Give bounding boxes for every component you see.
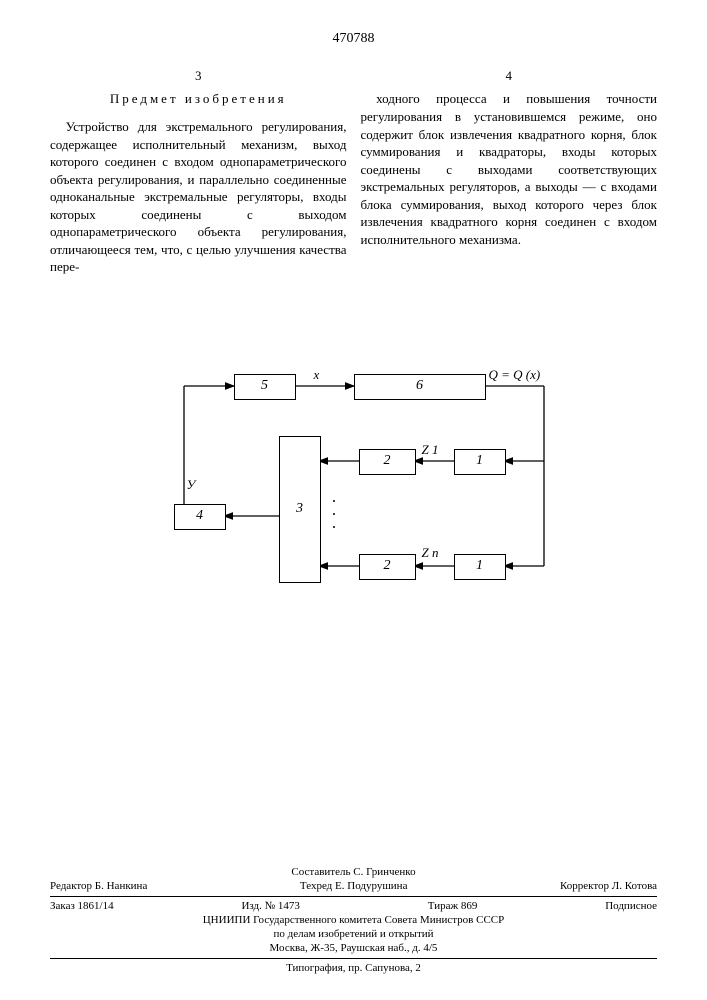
footer: Составитель С. Гринченко Редактор Б. Нан… (50, 865, 657, 975)
left-paragraph: Устройство для экстремального регулирова… (50, 118, 347, 276)
right-column: 4 ходного процесса и повышения точности … (361, 67, 658, 276)
text-columns: 3 Предмет изобретения Устройство для экс… (50, 67, 657, 276)
block-2b: 2 (359, 554, 416, 580)
footer-editor: Редактор Б. Нанкина (50, 879, 147, 893)
footer-tirazh: Тираж 869 (428, 899, 478, 913)
right-paragraph: ходного процесса и повышения точности ре… (361, 90, 658, 248)
block-diagram: 5 6 3 2 1 2 1 4 x Q = Q (x) У Z 1 Z n (154, 366, 554, 626)
block-1a: 1 (454, 449, 506, 475)
left-column: 3 Предмет изобретения Устройство для экс… (50, 67, 347, 276)
label-Q: Q = Q (x) (489, 366, 541, 384)
block-3: 3 (279, 436, 321, 583)
block-1b: 1 (454, 554, 506, 580)
patent-number: 470788 (50, 30, 657, 49)
footer-addr: Москва, Ж-35, Раушская наб., д. 4/5 (50, 941, 657, 955)
label-zn: Z n (422, 544, 439, 562)
footer-org2: по делам изобретений и открытий (50, 927, 657, 941)
block-4: 4 (174, 504, 226, 530)
footer-typo: Типография, пр. Сапунова, 2 (50, 961, 657, 975)
label-y: У (187, 476, 196, 494)
footer-compiler: Составитель С. Гринченко (50, 865, 657, 879)
footer-izd: Изд. № 1473 (241, 899, 299, 913)
footer-techred: Техред Е. Подурушина (300, 879, 408, 893)
diagram-connections (154, 366, 554, 626)
subject-heading: Предмет изобретения (50, 90, 347, 108)
block-2a: 2 (359, 449, 416, 475)
footer-corrector: Корректор Л. Котова (560, 879, 657, 893)
right-col-number: 4 (361, 67, 658, 85)
label-x: x (314, 366, 320, 384)
footer-order: Заказ 1861/14 (50, 899, 114, 913)
block-6: 6 (354, 374, 486, 400)
left-col-number: 3 (50, 67, 347, 85)
block-5: 5 (234, 374, 296, 400)
footer-org1: ЦНИИПИ Государственного комитета Совета … (50, 913, 657, 927)
footer-podpis: Подписное (605, 899, 657, 913)
label-z1: Z 1 (422, 441, 439, 459)
